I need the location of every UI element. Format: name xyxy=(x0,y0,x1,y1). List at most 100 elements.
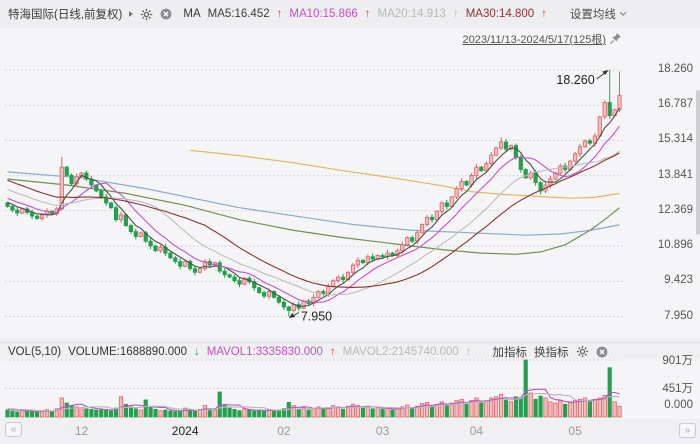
volume-bar xyxy=(197,408,203,418)
candle-body xyxy=(276,296,282,303)
switch-indicator-button[interactable]: 换指标 xyxy=(534,346,569,359)
candle-body xyxy=(558,165,563,174)
vol-close-icon[interactable] xyxy=(596,346,608,358)
candle-body xyxy=(410,237,415,242)
candle-body xyxy=(261,292,267,297)
volume-bar xyxy=(582,397,588,418)
volume-bar xyxy=(123,403,128,418)
volume-bar xyxy=(489,397,494,418)
candle-body xyxy=(489,154,494,164)
volume-tick-label: 901万 xyxy=(662,355,693,367)
price-tick-label: 10.896 xyxy=(657,239,693,252)
volume-bar xyxy=(444,405,449,418)
candle-body xyxy=(498,141,504,149)
candle-body xyxy=(5,202,10,207)
volume-bar xyxy=(563,403,568,418)
scrollbar-thumb[interactable] xyxy=(696,90,700,235)
volume-bar xyxy=(474,397,479,418)
volume-bar xyxy=(355,405,361,418)
candle-body xyxy=(484,163,489,172)
candle-body xyxy=(301,300,306,309)
candle-body xyxy=(104,196,109,204)
volume-bar xyxy=(89,408,94,418)
candle-body xyxy=(187,261,193,270)
mavol10-line xyxy=(7,392,620,412)
volume-bar xyxy=(459,398,464,418)
volume-bar xyxy=(597,397,602,418)
volume-bar xyxy=(464,403,469,418)
ma10-value: MA10:15.866 xyxy=(289,8,358,20)
ma-settings-button[interactable]: 设置均线 xyxy=(570,6,627,22)
candle-body xyxy=(123,214,128,227)
candle-body xyxy=(232,276,237,282)
volume-bar xyxy=(237,410,242,418)
volume-bar xyxy=(454,400,459,418)
candle-body xyxy=(419,224,425,234)
volume-bar xyxy=(10,410,15,418)
candle-body xyxy=(316,290,321,298)
volume-bar xyxy=(518,397,523,418)
volume-bar xyxy=(5,409,10,418)
volume-bar xyxy=(553,402,558,418)
volume-bar xyxy=(192,410,198,418)
pane-divider xyxy=(0,342,700,343)
volume-bar xyxy=(316,406,321,418)
ma-group-label: MA xyxy=(183,8,201,20)
candle-body xyxy=(444,202,449,207)
vol-gear-icon[interactable] xyxy=(576,345,589,358)
candle-body xyxy=(380,255,385,258)
candle-body xyxy=(513,145,519,159)
volume-bar xyxy=(508,401,514,418)
date-range-link[interactable]: 2023/11/13-2024/5/17(125根) xyxy=(462,34,606,46)
expand-caret-icon[interactable] xyxy=(129,11,134,17)
candle-body xyxy=(493,147,499,156)
candle-body xyxy=(439,202,444,212)
price-tick-label: 9.423 xyxy=(664,274,693,287)
volume-bar xyxy=(79,407,84,418)
mavol1-value: MAVOL1:3335830.000 xyxy=(206,345,323,358)
volume-bar xyxy=(479,402,484,418)
scroll-left-button[interactable]: « xyxy=(5,422,22,437)
time-tick-label: 12 xyxy=(74,424,89,438)
volume-value: VOLUME:1688890.000 xyxy=(68,345,187,358)
volume-bar xyxy=(390,409,395,418)
candle-body xyxy=(39,214,45,219)
candle-body xyxy=(479,166,484,172)
volume-bar xyxy=(484,400,489,418)
candle-body xyxy=(257,287,262,293)
add-indicator-button[interactable]: 加指标 xyxy=(492,346,528,359)
volume-bar xyxy=(158,410,163,418)
pin-icon[interactable] xyxy=(609,33,622,48)
candle-body xyxy=(336,276,341,282)
volume-bar xyxy=(261,410,267,418)
volume-bar xyxy=(568,401,573,418)
volume-bar xyxy=(424,401,430,418)
candle-body xyxy=(168,252,173,259)
candle-body xyxy=(10,206,15,211)
volume-bar xyxy=(419,403,425,418)
candle-body xyxy=(405,237,410,246)
volume-bar xyxy=(365,406,370,418)
close-indicator-icon[interactable] xyxy=(160,8,172,20)
volume-down-arrow: ↓ xyxy=(193,345,200,358)
candle-body xyxy=(400,244,405,252)
gear-icon[interactable] xyxy=(140,8,153,21)
candle-body xyxy=(242,277,247,285)
candle-body xyxy=(35,215,40,219)
volume-bar xyxy=(523,359,528,418)
volume-bar xyxy=(410,407,415,418)
volume-bar xyxy=(143,399,148,418)
volume-bar xyxy=(528,392,533,418)
volume-bar xyxy=(513,396,519,418)
volume-bar xyxy=(276,409,282,418)
volume-bar xyxy=(602,395,607,418)
volume-bar xyxy=(49,410,55,418)
volume-bar xyxy=(15,411,20,418)
candle-body xyxy=(99,190,104,198)
volume-bar xyxy=(503,398,509,418)
candle-body xyxy=(64,166,69,176)
volume-bar xyxy=(321,408,326,418)
candle-body xyxy=(178,261,183,267)
scroll-right-button[interactable]: » xyxy=(679,423,696,438)
